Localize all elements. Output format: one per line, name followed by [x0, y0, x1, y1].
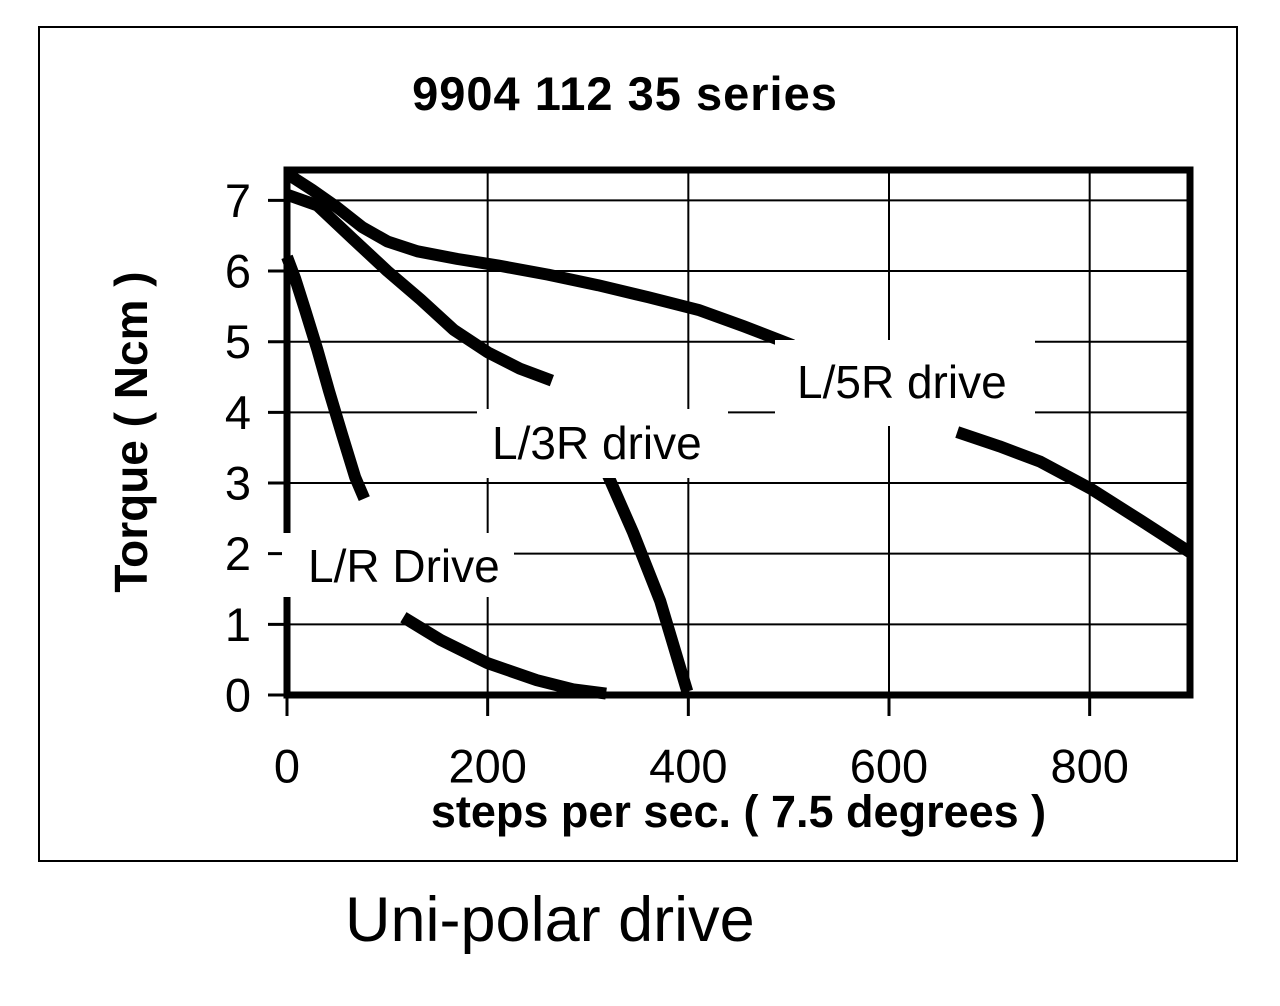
- figure-caption: Uni-polar drive: [345, 885, 755, 955]
- series-label-l-5r-drive: L/5R drive: [797, 356, 1007, 408]
- x-tick-label-0: 0: [274, 740, 300, 793]
- y-tick-label-2: 2: [225, 527, 251, 580]
- x-axis-title: steps per sec. ( 7.5 degrees ): [430, 786, 1047, 837]
- y-tick-label-3: 3: [225, 457, 251, 510]
- series-label-l-r-drive: L/R Drive: [308, 540, 500, 592]
- curve-l-5r-drive-seg0: [285, 169, 795, 351]
- plot-frame: [283, 166, 1194, 699]
- curve-l-3r-drive-seg0: [285, 189, 555, 387]
- curve-l-r-drive-seg0: [281, 254, 370, 501]
- series-label-box-l-5r-drive: [775, 340, 1035, 426]
- y-tick-label-5: 5: [225, 315, 251, 368]
- y-tick-label-1: 1: [225, 598, 251, 651]
- y-tick-label-0: 0: [225, 669, 251, 722]
- curve-l-r-drive-seg1: [400, 612, 607, 700]
- x-tick-label-600: 600: [850, 740, 928, 793]
- curve-l-5r-drive-seg1: [955, 426, 1194, 558]
- y-tick-label-7: 7: [225, 174, 251, 227]
- y-tick-label-4: 4: [225, 386, 251, 439]
- curve-l-3r-drive-seg1: [599, 466, 694, 694]
- series-label-box-l-r-drive: [282, 533, 514, 597]
- y-tick-label-6: 6: [225, 245, 251, 298]
- x-tick-label-200: 200: [448, 740, 526, 793]
- x-tick-label-400: 400: [649, 740, 727, 793]
- x-tick-label-800: 800: [1050, 740, 1128, 793]
- series-label-l-3r-drive: L/3R drive: [492, 417, 702, 469]
- chart-title: 9904 112 35 series: [412, 67, 838, 120]
- series-label-box-l-3r-drive: [477, 409, 728, 478]
